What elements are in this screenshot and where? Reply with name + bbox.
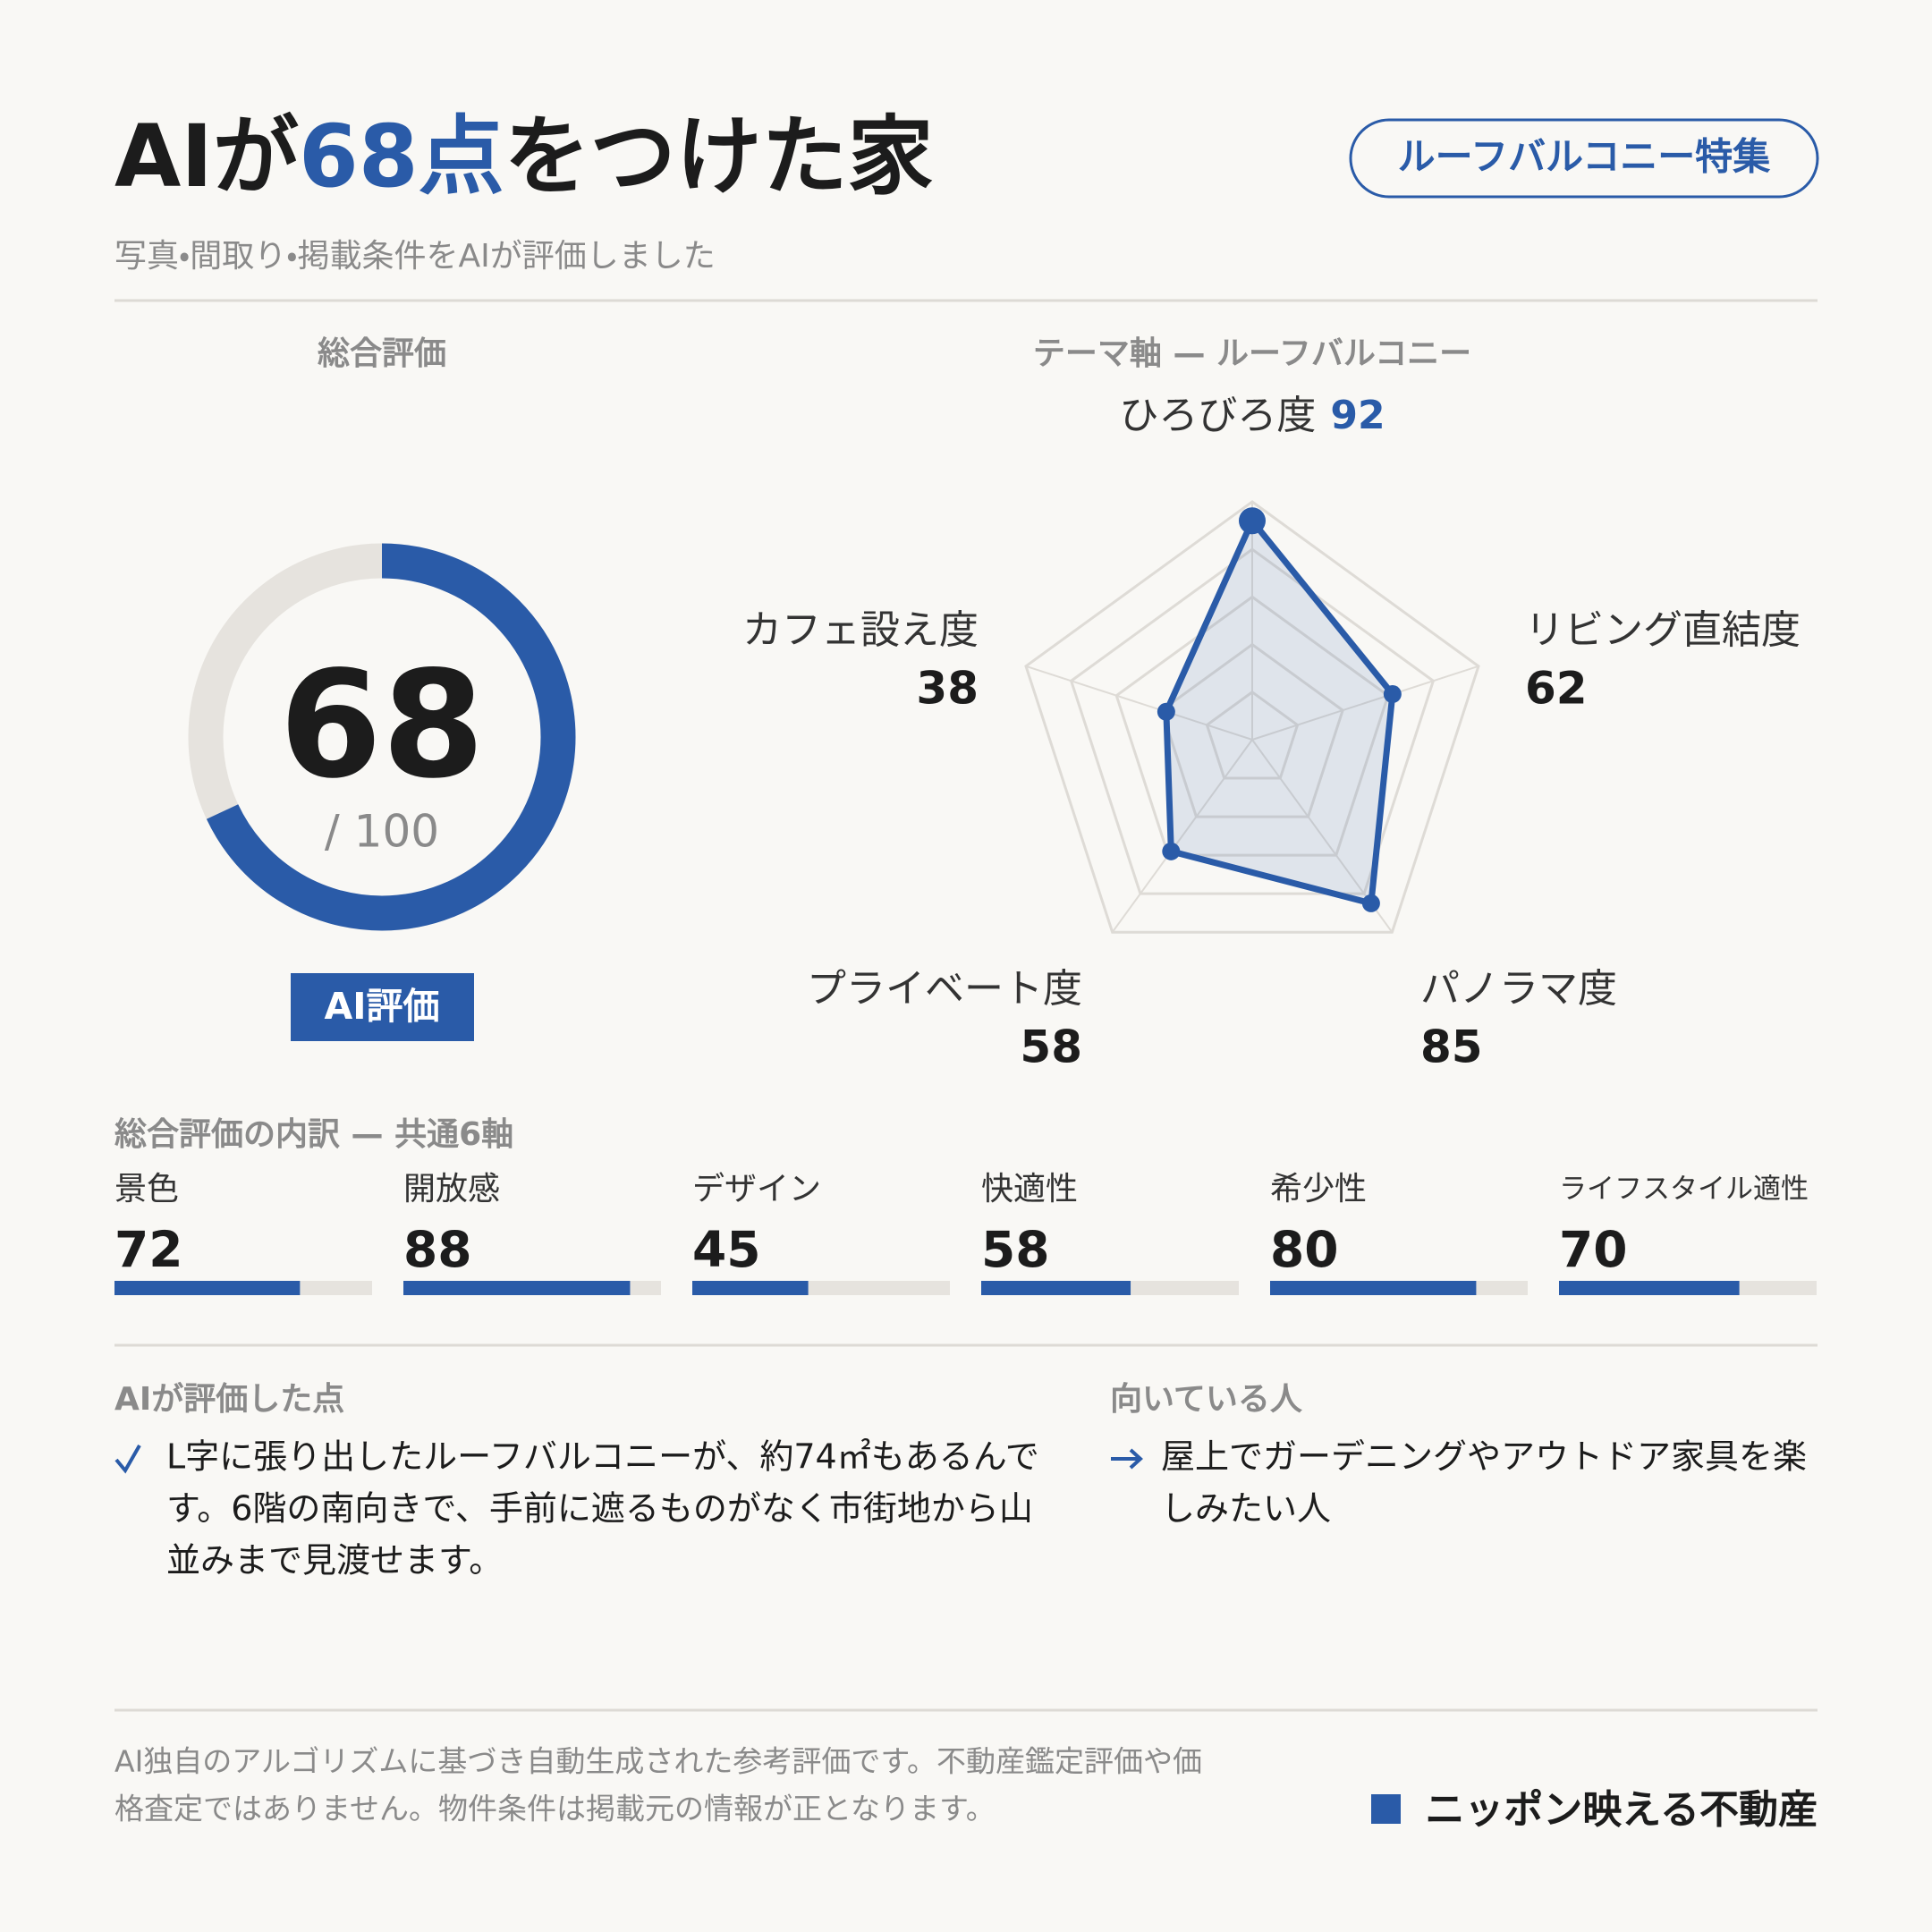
radar-grid <box>1205 690 1300 780</box>
bar-category: 景色 <box>114 1171 179 1208</box>
radar-spoke <box>1111 739 1253 933</box>
arrow-icon <box>1111 1448 1143 1470</box>
radar-value: 62 <box>1525 663 1588 715</box>
radar-point <box>1383 685 1402 704</box>
bar-category: 開放感 <box>403 1171 500 1208</box>
radar-spoke <box>1251 665 1479 741</box>
bar-category: ライフスタイル適性 <box>1559 1174 1809 1206</box>
bar <box>403 1281 631 1295</box>
bar-category: デザイン <box>692 1171 821 1208</box>
gauge-value: 68 <box>279 639 485 810</box>
gauge-arc <box>188 543 576 931</box>
radar-grid <box>1160 642 1344 818</box>
highlight-line: L字に張り出したルーフバルコニーが、約74㎡もあるんで <box>166 1437 1039 1477</box>
radar-value: 85 <box>1420 1021 1483 1073</box>
bar-value: 45 <box>692 1221 761 1278</box>
bar-value: 58 <box>981 1221 1050 1278</box>
radar-point <box>1239 507 1266 535</box>
bar <box>1559 1281 1740 1295</box>
gauge-badge: AI評価 <box>325 985 440 1028</box>
badge-box <box>291 973 474 1041</box>
radar-category: ひろびろ度 <box>1119 393 1316 438</box>
disclaimer: 格査定ではありません。物件条件は掲載元の情報が正となります。 <box>114 1792 996 1826</box>
bar <box>981 1281 1131 1295</box>
bar <box>692 1281 809 1295</box>
title-part: AIが <box>114 106 299 207</box>
highlights-title: AIが評価した点 <box>114 1381 344 1418</box>
title-score: 68点 <box>299 106 504 207</box>
radar-grid <box>1069 547 1436 895</box>
bar <box>114 1281 301 1295</box>
bar-value: 70 <box>1559 1221 1628 1278</box>
bar-value: 72 <box>114 1221 183 1278</box>
radar-title: テーマ軸 — ルーフバルコニー <box>1033 335 1471 372</box>
radar-point <box>1157 702 1175 721</box>
badge: ルーフバルコニー特集 <box>1398 135 1771 179</box>
radar-value: 92 <box>1330 393 1385 438</box>
fit-title: 向いている人 <box>1110 1381 1303 1418</box>
radar-category: カフェ設え度 <box>742 607 979 653</box>
radar-area <box>1163 517 1396 907</box>
fit-line: 屋上でガーデニングやアウトドア家具を楽 <box>1161 1437 1807 1477</box>
radar-value: 58 <box>1020 1021 1082 1073</box>
subtitle: 写真・間取り・掲載条件をAIが評価しました <box>114 238 716 275</box>
fit-line: しみたい人 <box>1161 1489 1331 1529</box>
highlight-line: す。6階の南向きで、手前に遮るものがなく市街地から山 <box>166 1489 1033 1529</box>
brand: ニッポン映える不動産 <box>1425 1787 1818 1833</box>
title: AIが68点をつけた家 <box>114 106 934 207</box>
disclaimer: AI独自のアルゴリズムに基づき自動生成された参考評価です。不動産鑑定評価や価 <box>114 1744 1202 1779</box>
radar-value: 38 <box>916 663 979 715</box>
bars-title: 総合評価の内訳 — 共通6軸 <box>114 1116 513 1153</box>
bar-category: 快適性 <box>981 1171 1078 1208</box>
bar <box>1270 1281 1477 1295</box>
radar-spoke <box>1025 665 1253 741</box>
check-icon <box>114 1445 141 1474</box>
gauge-max: / 100 <box>325 806 439 858</box>
bar-category: 希少性 <box>1270 1171 1367 1208</box>
highlight-line: 並みまで見渡せます。 <box>166 1541 503 1580</box>
radar-grid <box>1024 500 1480 934</box>
radar-grid <box>1114 595 1390 857</box>
radar-category: リビング直結度 <box>1525 607 1801 653</box>
title-part: をつけた家 <box>504 106 934 207</box>
gauge-title: 総合評価 <box>318 335 446 372</box>
radar-category: パノラマ度 <box>1420 966 1617 1012</box>
bar-value: 88 <box>403 1221 472 1278</box>
brand-mark <box>1371 1794 1401 1824</box>
radar-point <box>1361 894 1380 912</box>
radar-label: ひろびろ度 92 <box>1119 393 1385 438</box>
radar-category: プライベート度 <box>807 966 1082 1012</box>
radar-point <box>1162 842 1181 860</box>
bar-value: 80 <box>1270 1221 1339 1278</box>
badge-frame <box>1349 118 1819 199</box>
